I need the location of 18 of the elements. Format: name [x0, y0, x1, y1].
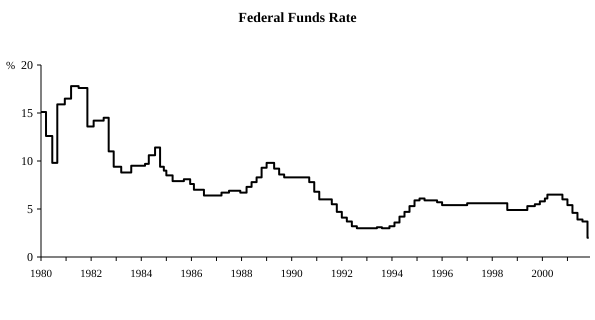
y-tick-label: 20	[21, 58, 33, 72]
x-tick-label: 1990	[280, 268, 304, 280]
y-tick-label: 5	[27, 202, 33, 216]
y-axis-title: %	[6, 60, 16, 72]
chart-title: Federal Funds Rate	[238, 11, 357, 26]
y-tick-label: 0	[27, 250, 33, 264]
y-tick-label: 10	[21, 154, 33, 168]
x-tick-label: 1996	[431, 268, 454, 280]
y-tick-label: 15	[21, 106, 33, 120]
x-tick-label: 1992	[330, 268, 353, 280]
x-tick-label: 2000	[531, 268, 554, 280]
x-tick-label: 1998	[481, 268, 504, 280]
x-tick-label: 1986	[180, 268, 203, 280]
x-tick-label: 1988	[230, 268, 254, 280]
x-tick-label: 1984	[130, 268, 153, 280]
x-tick-label: 1982	[80, 268, 102, 280]
x-tick-label: 1994	[380, 268, 404, 280]
x-tick-label: 1980	[30, 268, 52, 280]
